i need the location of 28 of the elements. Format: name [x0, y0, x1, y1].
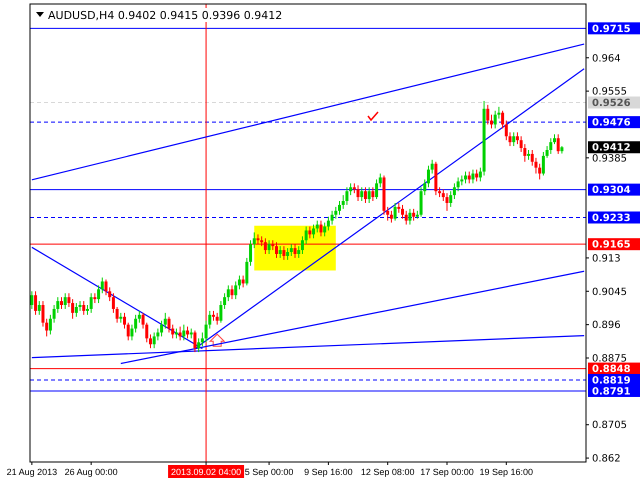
- text: AUDUSD,H4 0.9402 0.9415 0.9396 0.9412: [48, 9, 282, 22]
- ref-line-label: 0.9476: [592, 118, 631, 129]
- ref-line-label: 0.9526: [592, 98, 631, 110]
- text: 0.9412: [592, 142, 631, 154]
- y-tick-label: 0.9385: [592, 153, 627, 164]
- y-tick-label: 0.964: [592, 53, 621, 64]
- ref-line-label: 0.9233: [592, 213, 631, 224]
- ref-line-label: 0.9715: [592, 24, 631, 35]
- ref-line-label: 0.9165: [592, 240, 631, 251]
- y-tick-label: 0.862: [592, 454, 621, 465]
- x-tick-label: 12 Sep 08:00: [360, 467, 414, 477]
- y-tick-label: 0.913: [592, 253, 621, 264]
- x-tick-label: 9 Sep 16:00: [304, 467, 353, 477]
- x-tick-label: 19 Sep 16:00: [480, 467, 534, 477]
- y-tick-label: 0.896: [592, 320, 621, 332]
- ref-line-label: 0.9304: [592, 185, 631, 196]
- x-tick-label: 2013.09.02 04:00: [171, 467, 242, 477]
- y-tick-label: 0.8875: [592, 354, 627, 364]
- x-tick-label: 5 Sep 00:00: [244, 467, 294, 477]
- x-tick-label: 17 Sep 00:00: [420, 467, 474, 477]
- y-tick-label: 0.9045: [592, 286, 627, 298]
- ref-line-label: 0.8848: [592, 364, 631, 376]
- ref-line-label: 0.8819: [592, 375, 631, 386]
- y-tick-label: 0.9555: [592, 86, 627, 98]
- x-tick-label: 21 Aug 2013: [6, 467, 58, 477]
- ref-line-label: 0.8791: [592, 386, 631, 398]
- y-tick-label: 0.8705: [592, 420, 627, 432]
- x-tick-label: 26 Aug 00:00: [64, 467, 118, 477]
